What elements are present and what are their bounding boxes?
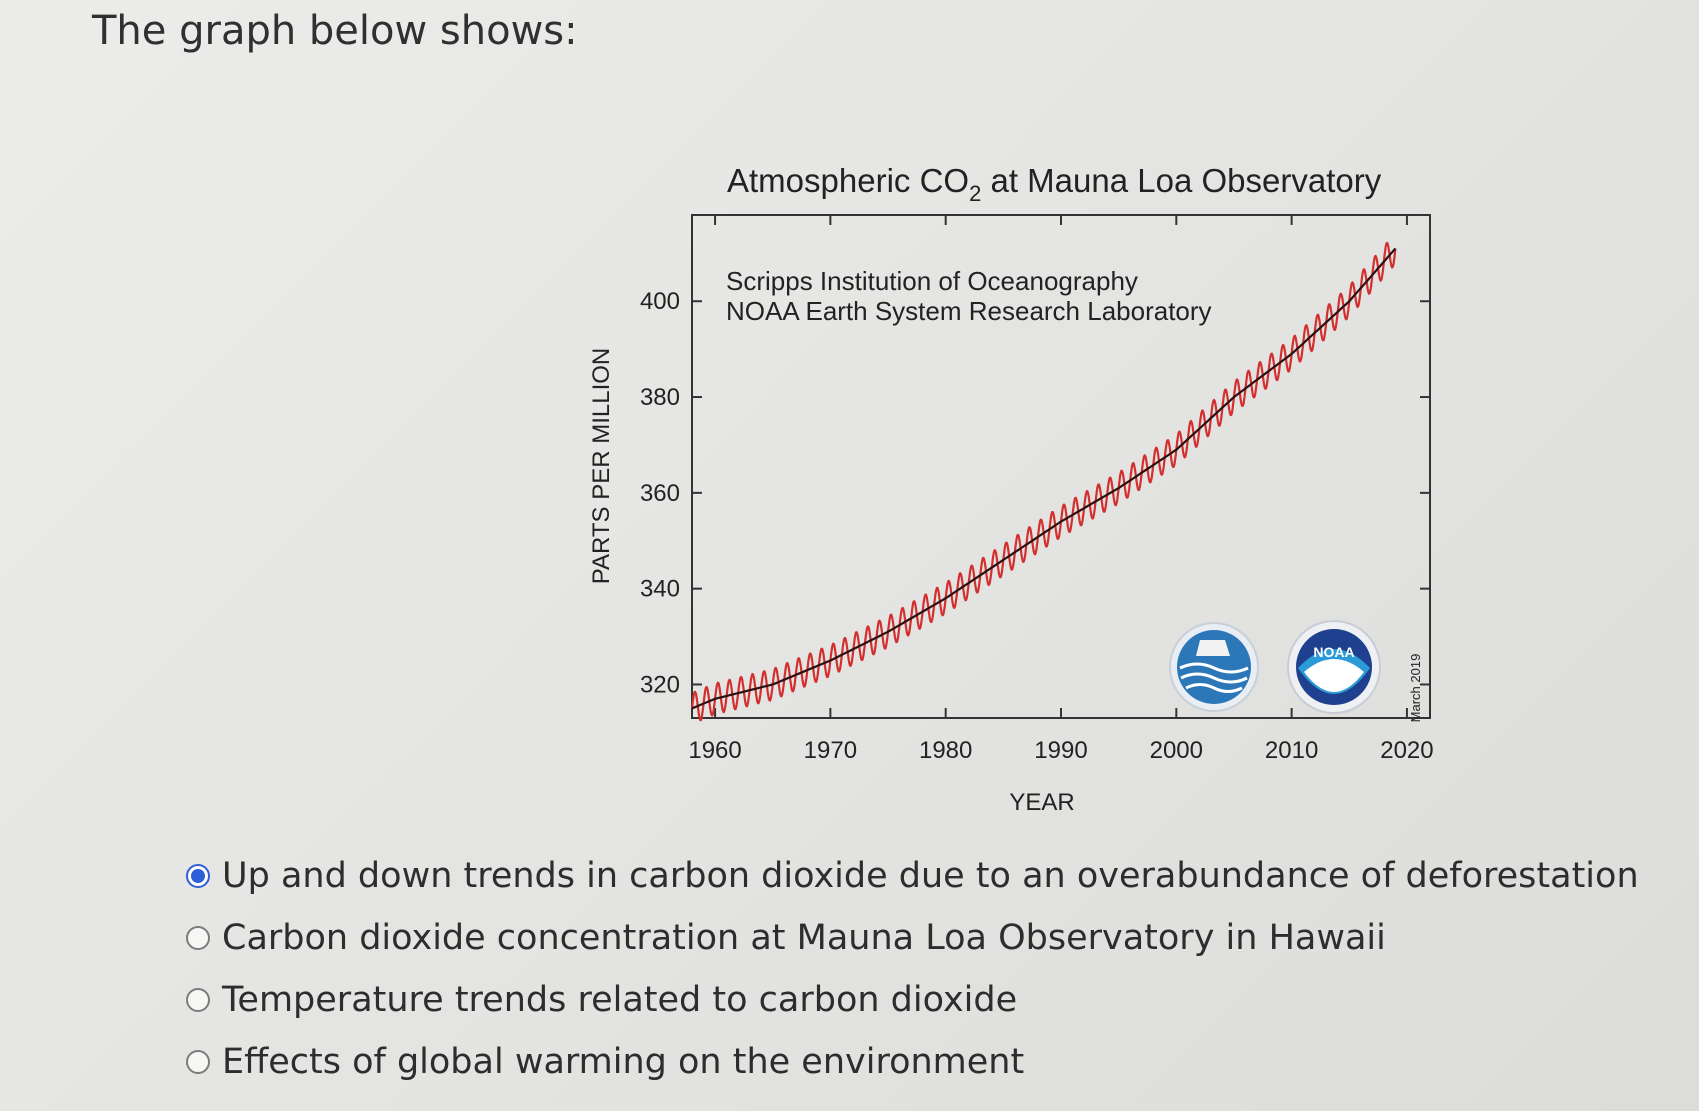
annotation-line-1: Scripps Institution of Oceanography [726, 266, 1138, 296]
option-3[interactable]: Temperature trends related to carbon dio… [186, 969, 1639, 1031]
option-2[interactable]: Carbon dioxide concentration at Mauna Lo… [186, 907, 1639, 969]
y-tick-label-340: 340 [640, 576, 680, 603]
x-tick-label-1980: 1980 [919, 737, 972, 764]
option-1[interactable]: Up and down trends in carbon dioxide due… [186, 845, 1639, 907]
noaa-logo: NOAA [1287, 620, 1381, 714]
co2-chart: Atmospheric CO2 at Mauna Loa Observatory… [588, 162, 1434, 816]
annotation-line-2: NOAA Earth System Research Laboratory [726, 296, 1212, 326]
radio-button-1[interactable] [186, 864, 210, 888]
noaa-logo-text: NOAA [1313, 644, 1354, 660]
y-axis-label: PARTS PER MILLION [588, 348, 615, 585]
x-tick-label-2020: 2020 [1380, 737, 1433, 764]
answer-options: Up and down trends in carbon dioxide due… [186, 845, 1639, 1093]
title-subscript: 2 [969, 181, 981, 206]
option-label-1: Up and down trends in carbon dioxide due… [222, 856, 1639, 896]
x-axis-label: YEAR [1009, 789, 1074, 816]
x-tick-label-1960: 1960 [688, 737, 741, 764]
chart-svg: Atmospheric CO2 at Mauna Loa Observatory… [588, 162, 1434, 816]
x-tick-label-1970: 1970 [804, 737, 857, 764]
option-label-2: Carbon dioxide concentration at Mauna Lo… [222, 918, 1386, 958]
y-tick-label-380: 380 [640, 384, 680, 411]
radio-button-4[interactable] [186, 1050, 210, 1074]
radio-button-2[interactable] [186, 926, 210, 950]
option-label-3: Temperature trends related to carbon dio… [222, 980, 1018, 1020]
option-label-4: Effects of global warming on the environ… [222, 1042, 1025, 1082]
x-tick-label-2010: 2010 [1265, 737, 1318, 764]
option-4[interactable]: Effects of global warming on the environ… [186, 1031, 1639, 1093]
title-rest: at Mauna Loa Observatory [981, 162, 1381, 199]
date-note: March 2019 [1408, 654, 1423, 723]
y-tick-label-320: 320 [640, 671, 680, 698]
scripps-logo [1169, 622, 1259, 712]
series-trend-line [691, 247, 1397, 710]
title-main: Atmospheric CO [727, 162, 969, 199]
x-tick-label-2000: 2000 [1150, 737, 1203, 764]
radio-button-3[interactable] [186, 988, 210, 1012]
question-text: The graph below shows: [92, 8, 578, 54]
y-tick-label-400: 400 [640, 288, 680, 315]
y-tick-label-360: 360 [640, 480, 680, 507]
chart-title: Atmospheric CO2 at Mauna Loa Observatory [727, 162, 1382, 206]
x-tick-label-1990: 1990 [1034, 737, 1087, 764]
